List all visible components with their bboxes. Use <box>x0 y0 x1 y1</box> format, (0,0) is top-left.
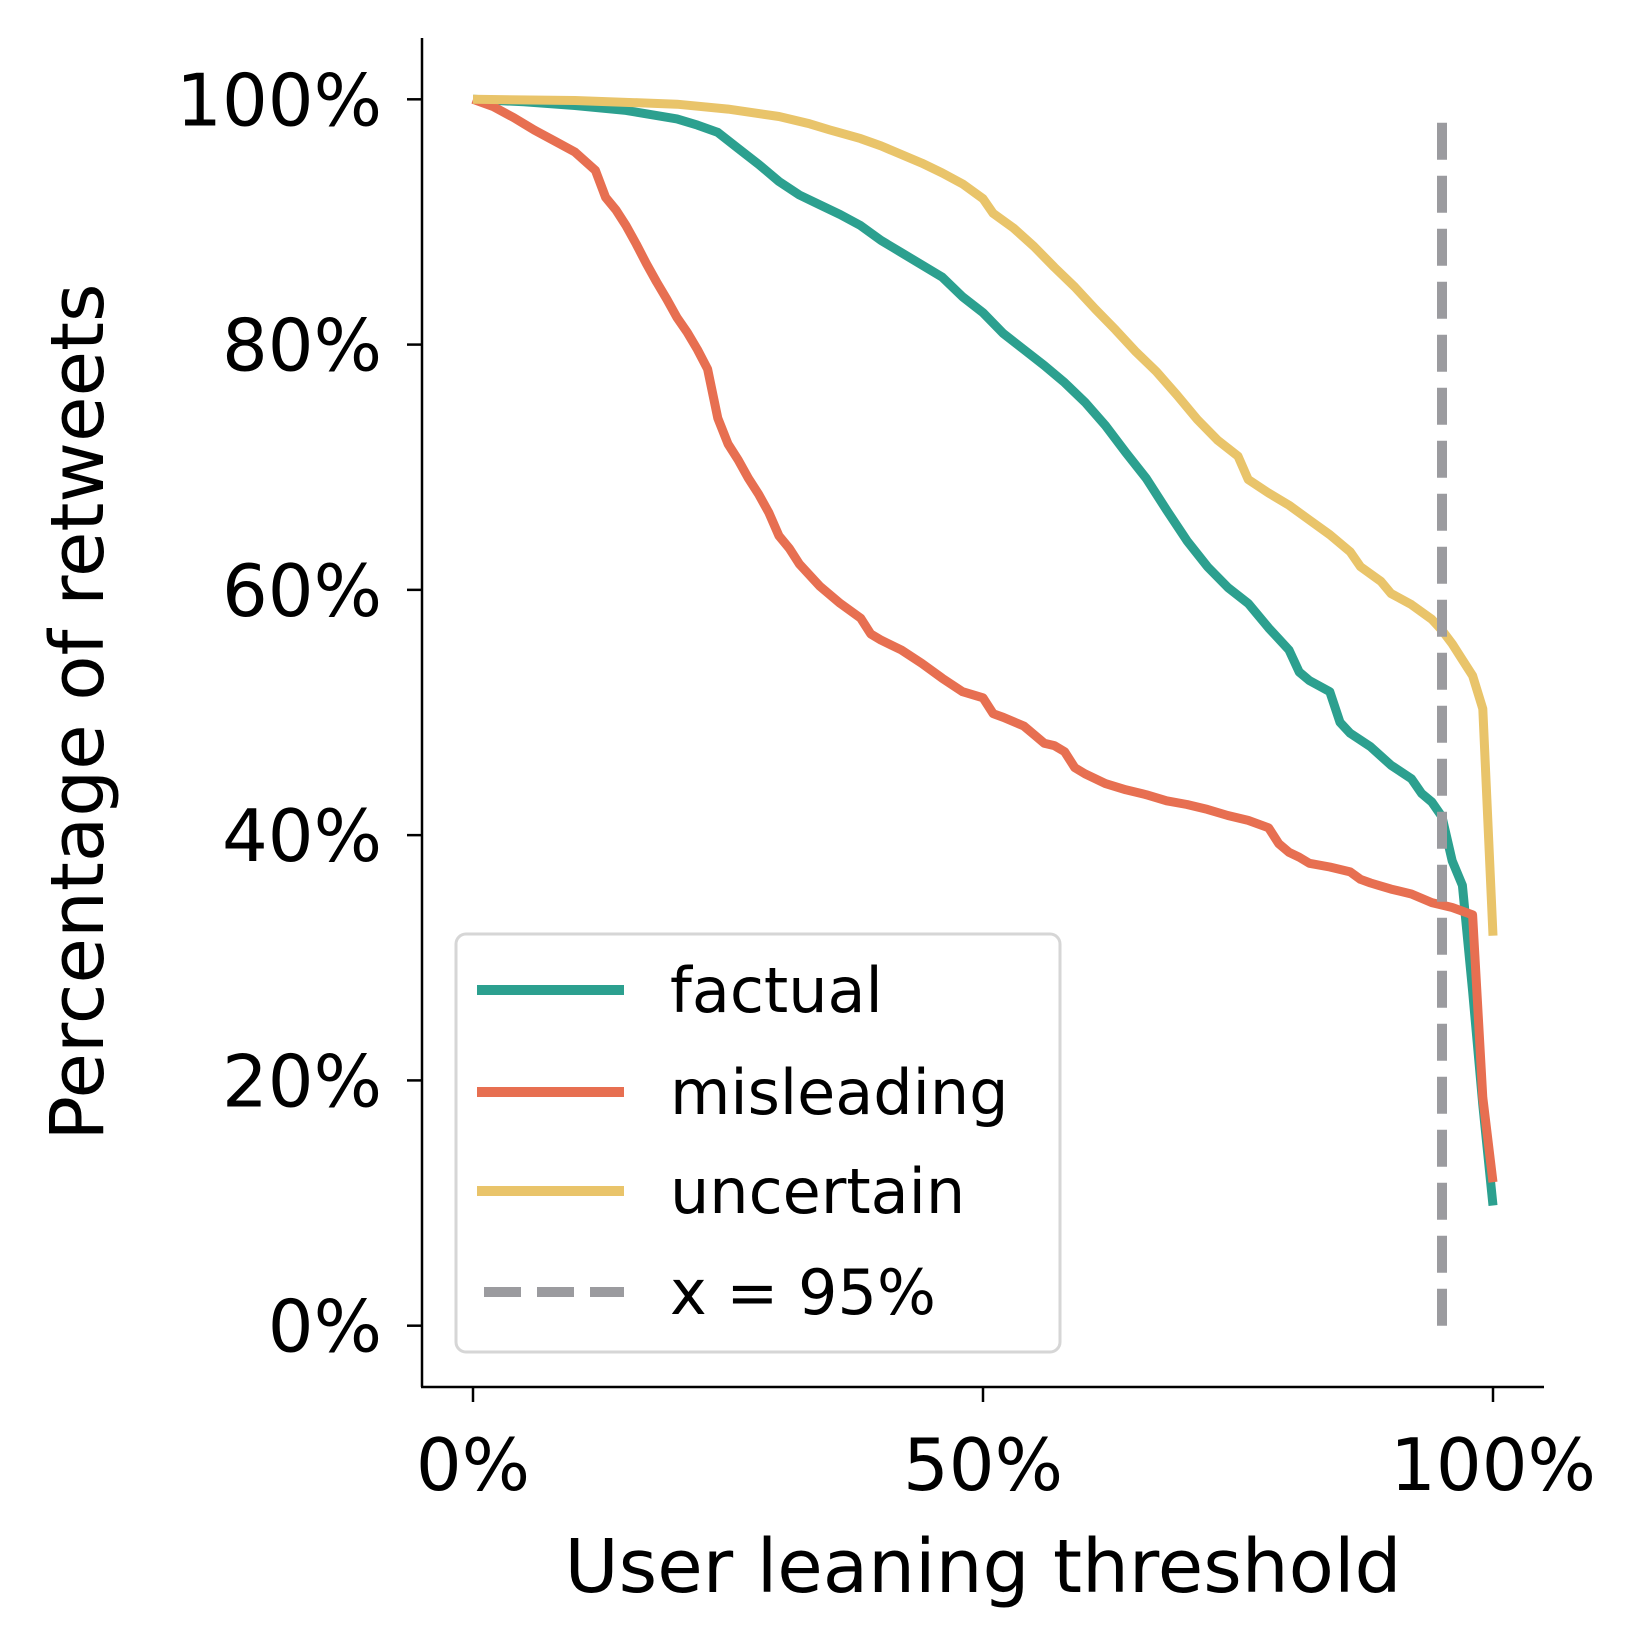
y-ticks: 0% 20% 40% 60% 80% 100% <box>176 58 422 1369</box>
legend-frame <box>454 932 1062 1354</box>
y-tick-label: 0% <box>268 1285 382 1369</box>
x-tick-label: 0% <box>416 1423 530 1507</box>
x-tick-label: 100% <box>1390 1423 1596 1507</box>
legend-label-uncertain: uncertain <box>670 1155 965 1228</box>
legend-label-factual: factual <box>670 954 883 1027</box>
y-axis-title: Percentage of retweets <box>35 283 121 1140</box>
legend: factual misleading uncertain x = 95% <box>454 932 1062 1354</box>
legend-label-misleading: misleading <box>670 1056 1009 1129</box>
series-line-uncertain <box>472 94 1498 936</box>
y-tick-label: 60% <box>222 549 382 633</box>
y-tick-label: 20% <box>222 1039 382 1123</box>
y-tick-label: 40% <box>222 794 382 878</box>
legend-label-threshold: x = 95% <box>670 1256 936 1329</box>
x-axis-title: User leaning threshold <box>565 1524 1402 1610</box>
y-tick-label: 80% <box>222 304 382 388</box>
series-line-misleading <box>471 95 1498 1183</box>
x-ticks: 0% 50% 100% <box>416 1387 1596 1507</box>
series-line-factual <box>472 94 1498 1206</box>
y-tick-label: 100% <box>176 58 382 142</box>
x-tick-label: 50% <box>903 1423 1063 1507</box>
plot-lines <box>471 94 1498 1326</box>
